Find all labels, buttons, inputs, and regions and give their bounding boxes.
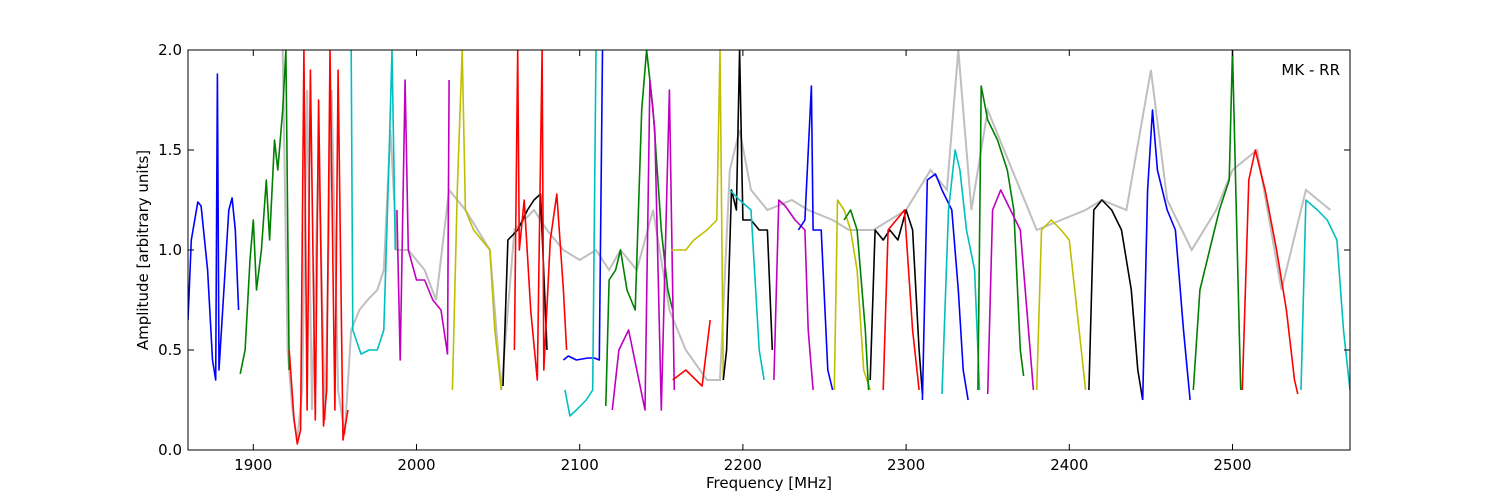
series-line-27 <box>1088 199 1144 401</box>
y-tick-label: 2.0 <box>158 41 182 59</box>
x-tick-label: 2300 <box>887 456 925 474</box>
series-line-16 <box>773 199 814 391</box>
x-axis-label: Frequency [MHz] <box>706 474 832 492</box>
series-line-2 <box>288 50 349 445</box>
series-line-7 <box>513 50 568 381</box>
y-tick-label: 0.5 <box>158 341 182 359</box>
series-line-26 <box>1035 219 1087 391</box>
series-line-23 <box>941 149 981 395</box>
series-line-14 <box>722 50 774 381</box>
series-line-15 <box>729 189 765 381</box>
series-line-1 <box>239 50 290 375</box>
x-tick-label: 2000 <box>397 456 435 474</box>
x-tick-label: 2100 <box>561 456 599 474</box>
series-line-8 <box>562 50 604 361</box>
series-line-11 <box>611 79 676 411</box>
series-line-21 <box>882 209 920 391</box>
y-axis-label: Amplitude [arbitrary units] <box>134 150 152 350</box>
series-line-18 <box>833 199 871 391</box>
y-tick-label: 1.0 <box>158 241 182 259</box>
series-line-28 <box>1141 109 1191 401</box>
series-layer <box>188 50 1350 445</box>
series-line-10 <box>605 50 674 407</box>
series-line-12 <box>672 319 711 387</box>
background-series-line <box>281 50 1332 441</box>
series-line-20 <box>869 209 924 395</box>
series-line-0 <box>188 73 240 381</box>
series-line-17 <box>797 85 834 391</box>
series-line-13 <box>671 50 725 381</box>
x-tick-label: 2500 <box>1213 456 1251 474</box>
chart-annotation: MK - RR <box>1281 61 1340 79</box>
y-tick-label: 0.0 <box>158 441 182 459</box>
series-line-3 <box>350 50 397 355</box>
series-line-9 <box>564 50 597 417</box>
series-line-5 <box>451 50 503 391</box>
y-tick-label: 1.5 <box>158 141 182 159</box>
series-line-4 <box>396 79 450 361</box>
x-tick-label: 2400 <box>1050 456 1088 474</box>
x-tick-label: 1900 <box>234 456 272 474</box>
ticks-layer: 1900 2000 2100 2200 2300 2400 2500 0.0 0.5 1.0 1.5… <box>158 41 1350 474</box>
series-line-22 <box>921 173 969 401</box>
series-line-24 <box>977 85 1025 391</box>
series-line-19 <box>843 209 870 391</box>
series-line-29 <box>1192 50 1242 391</box>
series-line-25 <box>986 189 1035 395</box>
x-tick-label: 2200 <box>724 456 762 474</box>
series-line-30 <box>1241 149 1299 395</box>
series-line-31 <box>1300 199 1350 391</box>
